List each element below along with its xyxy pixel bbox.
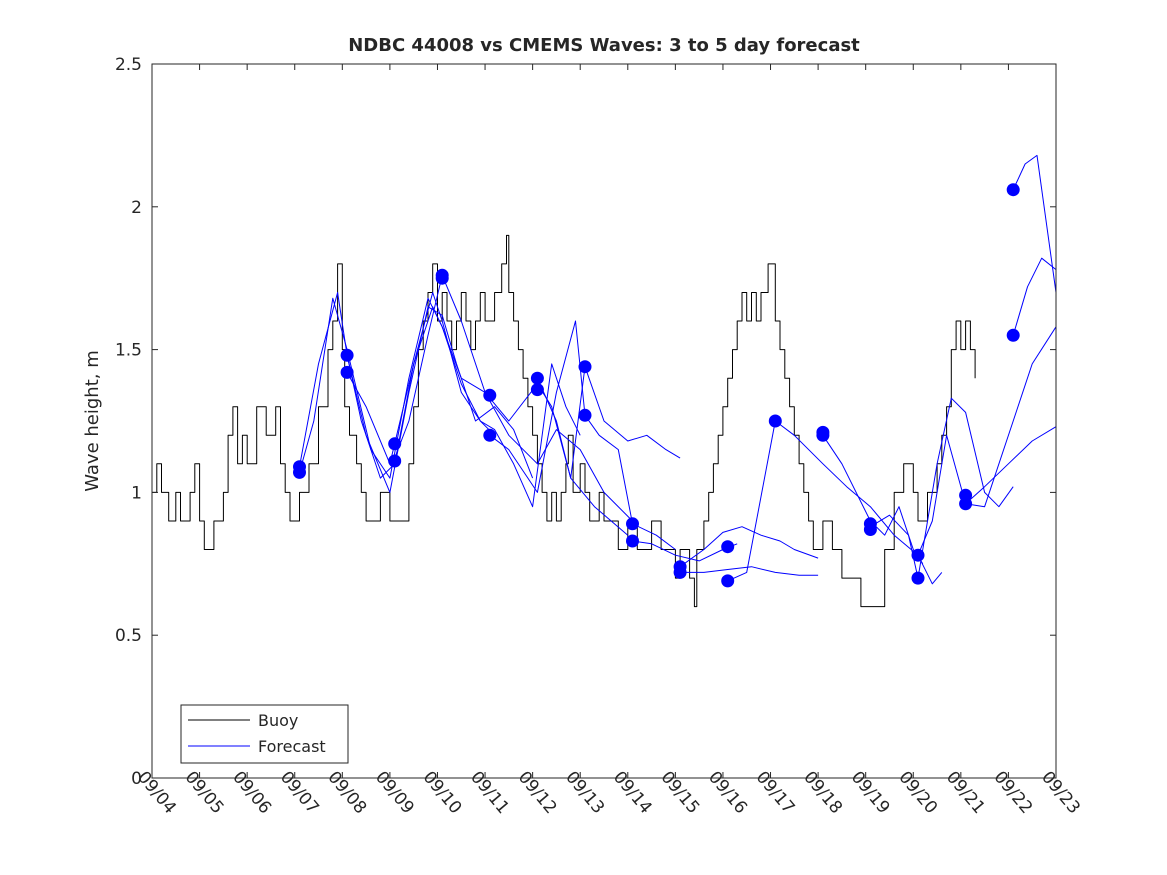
forecast-line-13	[870, 397, 1014, 579]
forecast-start-marker	[483, 388, 497, 402]
forecast-line-16	[1012, 257, 1057, 336]
forecast-start-marker	[911, 571, 925, 585]
forecast-start-marker	[388, 454, 402, 468]
forecast-start-marker	[578, 408, 592, 422]
y-tick-label: 2	[131, 198, 142, 218]
forecast-line-9	[679, 526, 819, 568]
forecast-start-marker	[578, 360, 592, 374]
forecast-start-marker	[626, 534, 639, 548]
forecast-line-5	[394, 274, 633, 522]
forecast-line-7	[536, 366, 681, 479]
y-tick-label: 1	[131, 483, 142, 503]
forecast-start-marker	[293, 465, 306, 479]
forecast-start-marker	[1006, 328, 1020, 342]
legend-box	[180, 704, 349, 764]
y-tick-label: 2.5	[115, 55, 142, 75]
forecast-start-marker	[768, 414, 782, 428]
y-tick-label: 1.5	[115, 341, 142, 361]
forecast-line-10	[680, 566, 819, 576]
forecast-line-17	[1012, 154, 1057, 293]
forecast-line-15	[965, 426, 1057, 505]
forecast-start-marker	[673, 565, 687, 579]
y-tick-label: 0	[131, 769, 142, 789]
forecast-line-1	[299, 297, 495, 479]
forecast-line-11	[727, 420, 943, 585]
forecast-start-marker	[388, 437, 402, 451]
forecast-start-marker	[911, 548, 925, 562]
forecast-start-marker	[340, 348, 354, 362]
forecast-start-marker	[721, 540, 735, 554]
forecast-start-marker	[863, 523, 877, 536]
forecast-start-marker	[1006, 183, 1020, 197]
forecast-start-marker	[959, 497, 973, 511]
forecast-start-marker	[721, 574, 735, 588]
forecast-start-marker	[530, 383, 544, 397]
axes-box	[151, 63, 1057, 779]
y-axis-label: Wave height, m	[82, 350, 103, 491]
y-axis-ticks: 0 0.5 1 1.5 2 2.5	[115, 55, 1056, 789]
forecast-start-marker	[626, 517, 639, 531]
forecast-start-marker	[816, 428, 830, 442]
legend: Buoy Forecast	[180, 704, 349, 764]
forecast-line-14	[917, 326, 1057, 556]
forecast-start-marker	[340, 365, 354, 379]
forecast-start-marker	[435, 271, 449, 285]
y-tick-label: 0.5	[115, 626, 142, 646]
marker-layer	[293, 183, 1020, 588]
legend-buoy-label: Buoy	[258, 711, 298, 730]
buoy-line	[152, 234, 976, 608]
forecast-line-12	[822, 435, 924, 565]
chart-title: NDBC 44008 vs CMEMS Waves: 3 to 5 day fo…	[348, 35, 860, 56]
forecast-start-marker	[530, 371, 544, 385]
legend-forecast-label: Forecast	[258, 737, 326, 756]
forecast-start-marker	[483, 428, 497, 442]
